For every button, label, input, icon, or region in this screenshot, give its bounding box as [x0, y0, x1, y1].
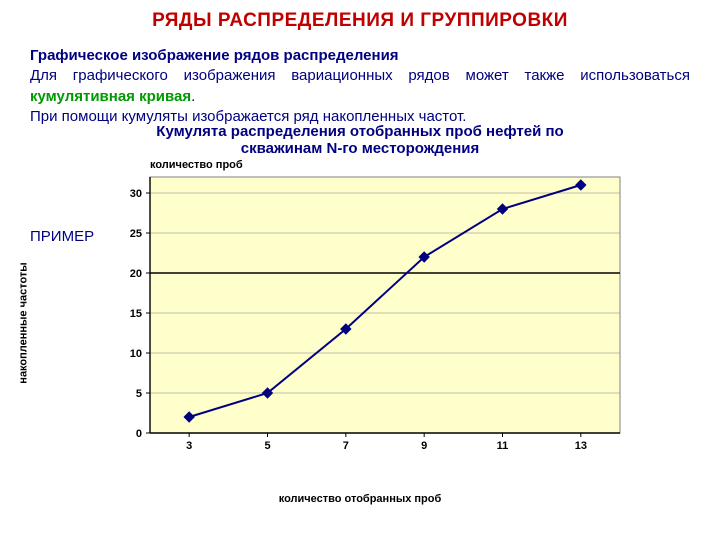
svg-text:0: 0 — [136, 428, 142, 440]
svg-text:15: 15 — [130, 308, 142, 320]
chart-svg: 05101520253035791113 — [90, 163, 630, 483]
svg-text:5: 5 — [136, 388, 142, 400]
svg-text:13: 13 — [575, 440, 587, 452]
svg-text:25: 25 — [130, 228, 142, 240]
example-label: ПРИМЕР — [30, 228, 94, 245]
intro-line2b: . — [191, 88, 195, 105]
cumulative-term: кумулятивная кривая — [30, 88, 191, 105]
svg-text:20: 20 — [130, 268, 142, 280]
y-axis-label: накопленные частоты — [17, 262, 29, 383]
chart-title-line2: скважинам N-го месторождения — [30, 140, 690, 157]
svg-text:7: 7 — [343, 440, 349, 452]
svg-text:11: 11 — [497, 440, 509, 452]
cumulative-chart: количество проб накопленные частоты коли… — [90, 163, 630, 483]
svg-text:30: 30 — [130, 188, 142, 200]
page-title: РЯДЫ РАСПРЕДЕЛЕНИЯ И ГРУППИРОВКИ — [30, 10, 690, 32]
svg-text:3: 3 — [186, 440, 192, 452]
intro-paragraph: Графическое изображение рядов распределе… — [30, 46, 690, 127]
svg-text:9: 9 — [421, 440, 427, 452]
svg-text:10: 10 — [130, 348, 142, 360]
x-axis-label: количество отобранных проб — [90, 493, 630, 505]
intro-line1: Графическое изображение рядов распределе… — [30, 47, 399, 64]
intro-line2a: Для графического изображения вариационны… — [30, 67, 690, 84]
svg-text:5: 5 — [264, 440, 270, 452]
